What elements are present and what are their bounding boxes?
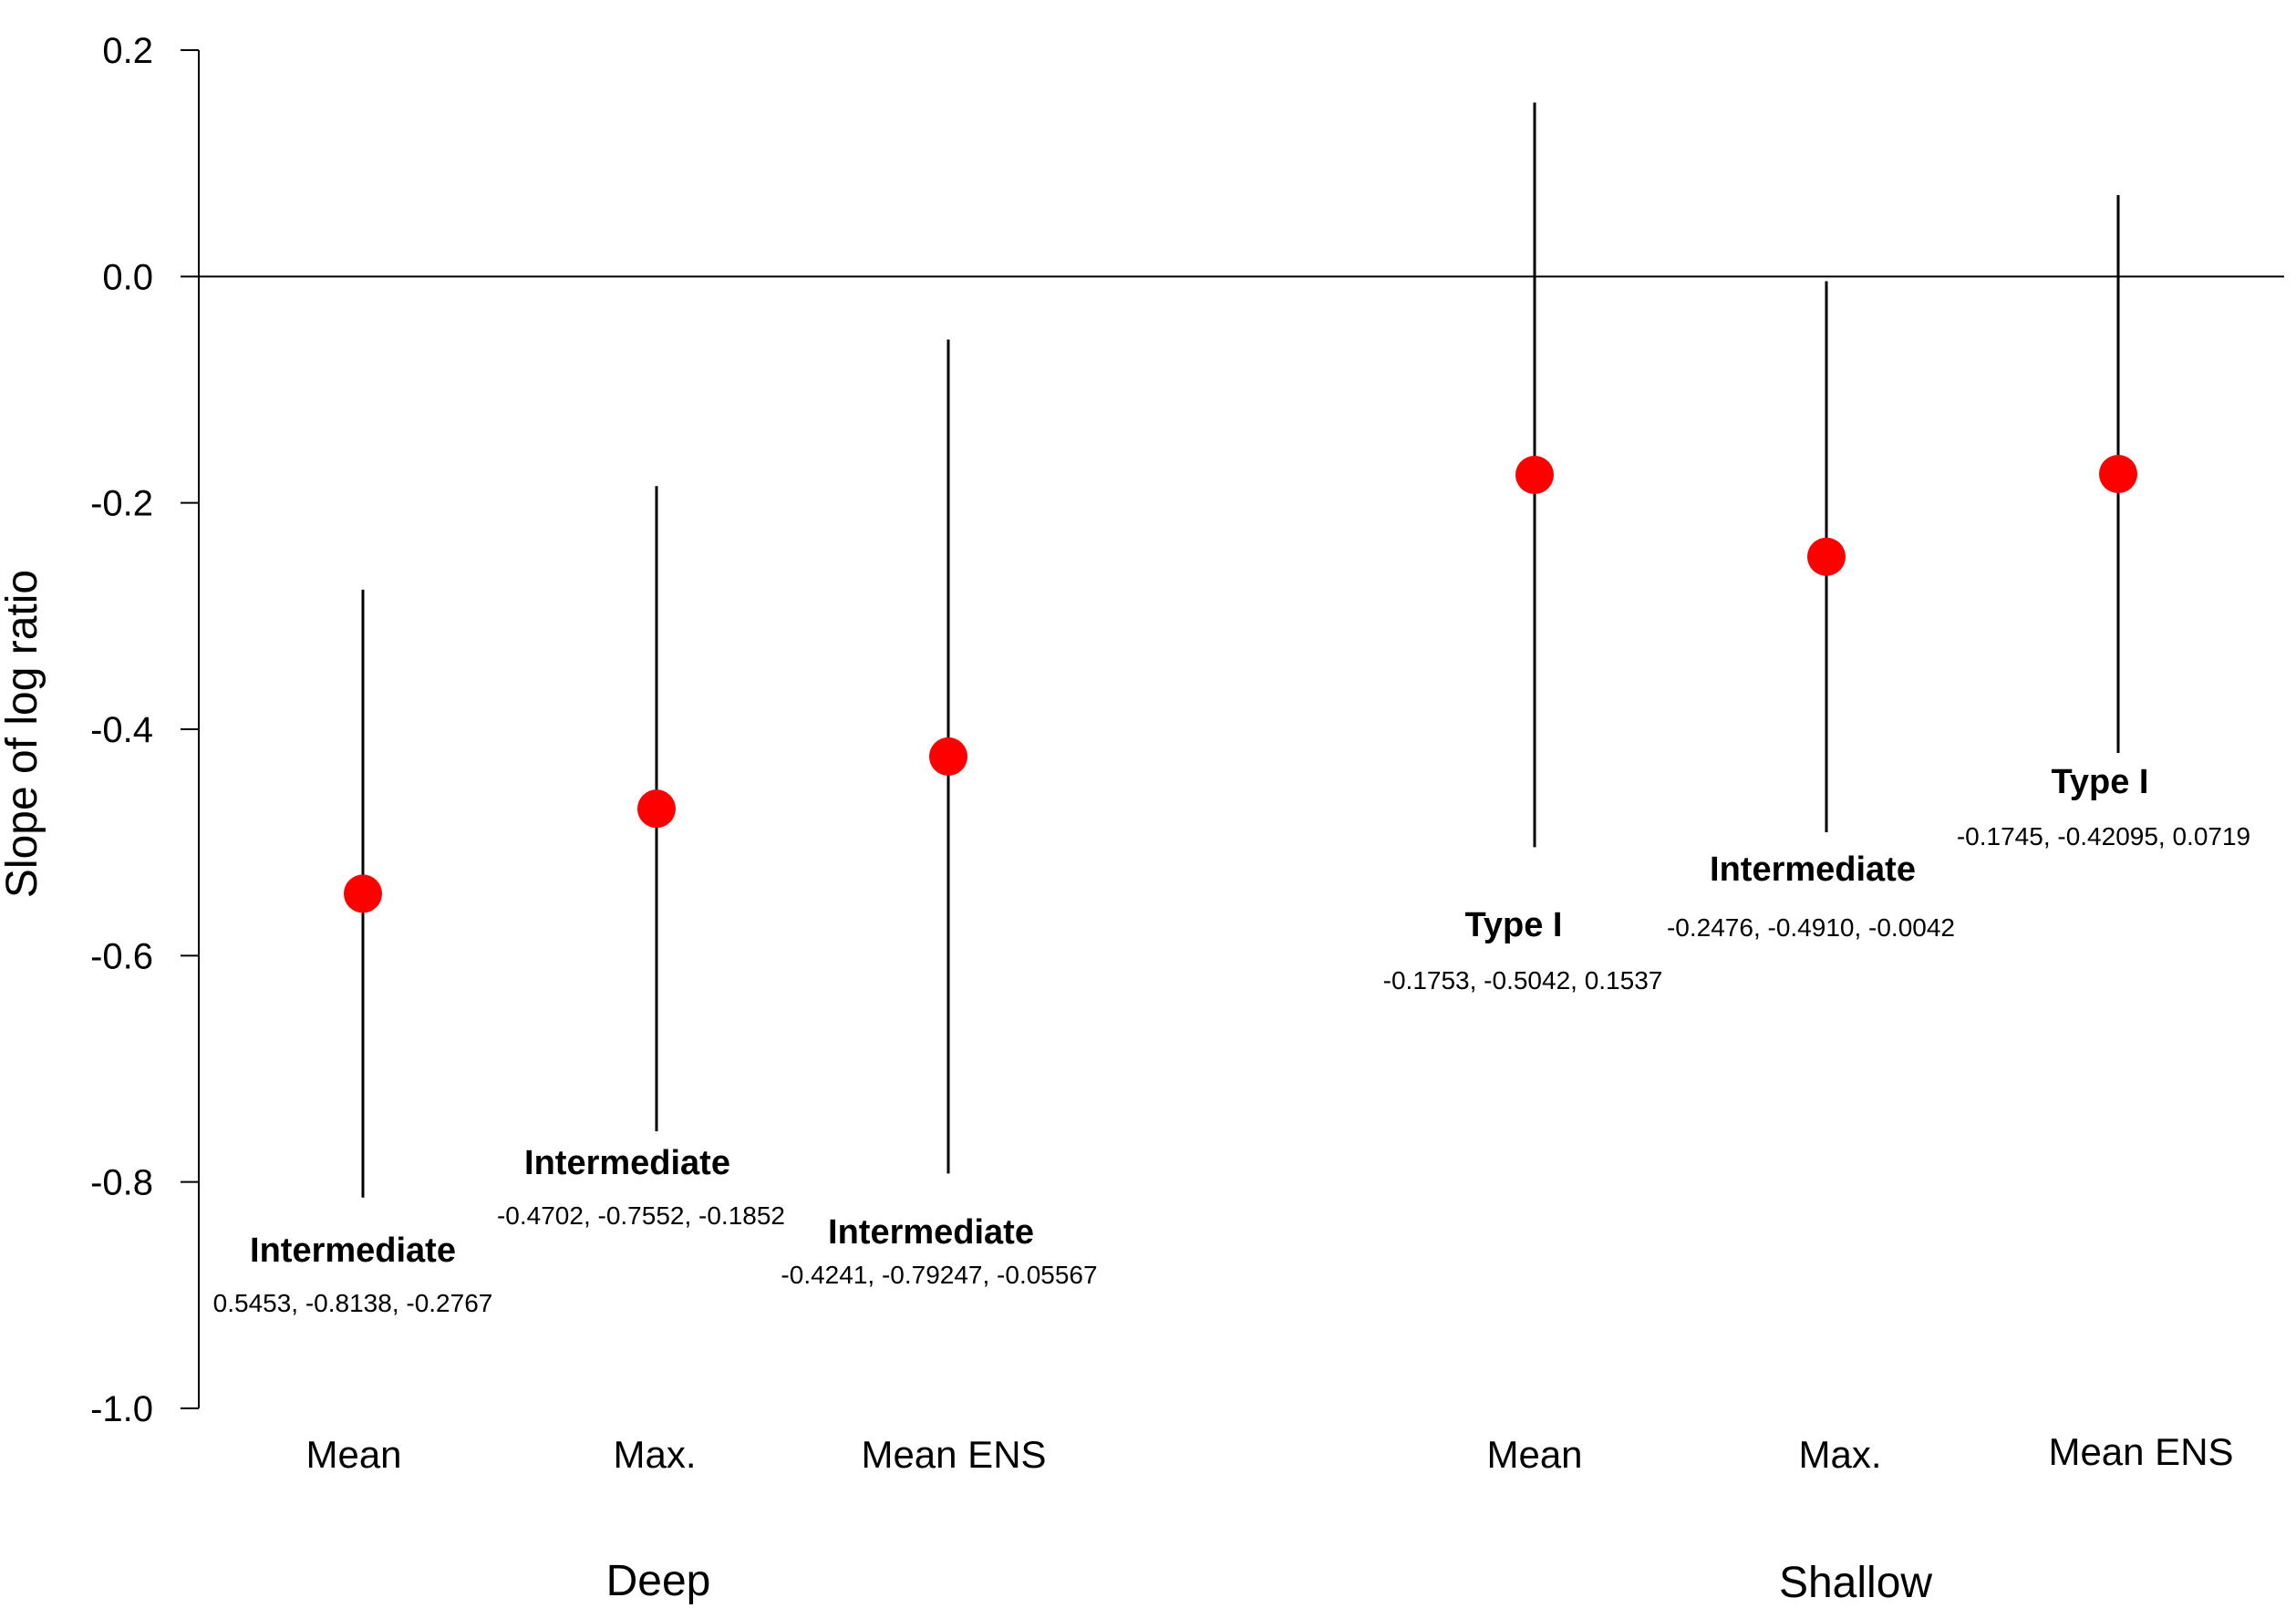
data-point: [2099, 455, 2137, 494]
y-tick-label: 0.2: [102, 31, 153, 71]
values-label: -0.4702, -0.7552, -0.1852: [497, 1201, 785, 1230]
data-point: [1807, 537, 1846, 576]
x-category-label: Max.: [1798, 1433, 1881, 1476]
type-label: Type I: [2052, 763, 2149, 801]
values-label: -0.1745, -0.42095, 0.0719: [1957, 822, 2250, 850]
values-label: -0.2476, -0.4910, -0.0042: [1667, 913, 1955, 942]
type-label: Intermediate: [250, 1232, 456, 1270]
annotations: Intermediate 0.5453, -0.8138, -0.2767 Inte…: [213, 763, 2250, 1317]
type-label: Intermediate: [524, 1144, 730, 1182]
x-category-label: Max.: [613, 1433, 696, 1476]
data-point: [344, 874, 382, 913]
y-tick-label: -0.4: [90, 710, 153, 750]
x-category-label: Mean ENS: [2048, 1430, 2233, 1473]
type-label: Intermediate: [828, 1213, 1034, 1252]
data-point: [637, 789, 676, 829]
data-point: [929, 737, 967, 776]
values-label: -0.1753, -0.5042, 0.1537: [1383, 966, 1663, 995]
data-point: [1515, 455, 1554, 494]
x-category-labels: Mean Max. Mean ENS Deep Mean Max. Mean ENS Shal…: [305, 1430, 2233, 1607]
y-tick-label: -1.0: [90, 1389, 153, 1429]
y-tick-label: -0.8: [90, 1163, 153, 1203]
x-group-label: Deep: [606, 1557, 711, 1605]
error-bars: [361, 102, 2120, 1198]
y-axis-title: Slope of log ratio: [0, 570, 47, 898]
axes: 0.2 0.0 -0.2 -0.4 -0.6 -0.8 -1.0: [90, 31, 2284, 1429]
values-label: -0.4241, -0.79247, -0.05567: [781, 1261, 1097, 1289]
x-category-label: Mean: [1486, 1433, 1582, 1476]
markers: [344, 455, 2137, 913]
type-label: Intermediate: [1710, 850, 1916, 889]
y-tick-label: 0.0: [102, 257, 153, 297]
x-group-label: Shallow: [1779, 1559, 1932, 1607]
x-category-label: Mean: [305, 1433, 401, 1476]
type-label: Type I: [1465, 906, 1563, 944]
values-label: 0.5453, -0.8138, -0.2767: [213, 1289, 493, 1317]
x-category-label: Mean ENS: [861, 1433, 1046, 1476]
y-tick-label: -0.2: [90, 484, 153, 524]
y-tick-label: -0.6: [90, 936, 153, 976]
